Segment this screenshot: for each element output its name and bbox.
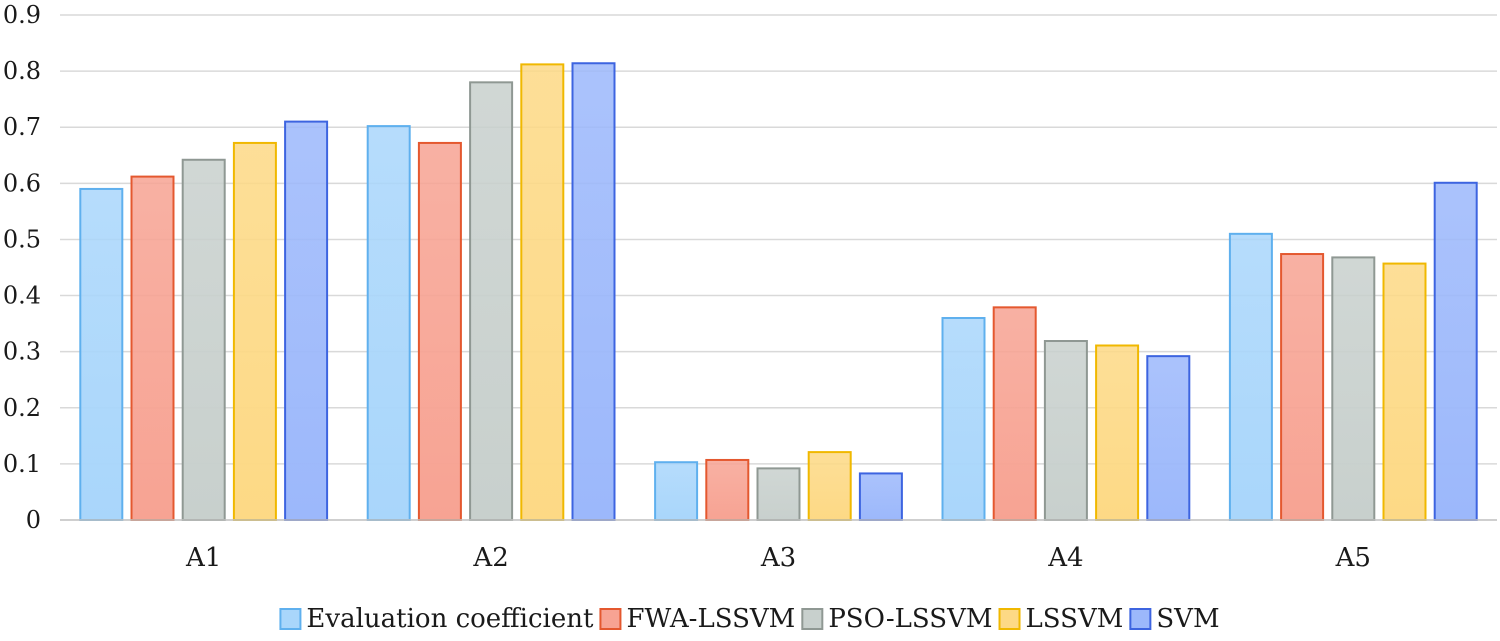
x-category-label: A4: [1047, 543, 1083, 573]
x-category-label: A5: [1335, 543, 1371, 573]
legend: Evaluation coefficient FWA-LSSVM PSO-LSSVM…: [279, 604, 1220, 634]
bar-a5-series-4: [1382, 262, 1427, 521]
legend-swatch: [279, 608, 302, 630]
y-tick-label: 0.3: [3, 338, 41, 366]
bar-a2-series-3: [469, 81, 514, 521]
y-tick-label: 0.8: [3, 57, 41, 85]
y-tick-label: 0.5: [3, 225, 41, 253]
bar-a5-series-1: [1228, 232, 1273, 521]
x-category-label: A1: [185, 543, 221, 573]
x-category-label: A3: [760, 543, 796, 573]
bar-a3-series-4: [807, 451, 852, 522]
bar-a1-series-4: [232, 141, 277, 522]
bar-a4-series-5: [1146, 355, 1191, 521]
y-tick-label: 0.6: [3, 169, 41, 197]
y-tick-label: 0.4: [3, 282, 41, 310]
bar-a2-series-4: [520, 63, 565, 521]
x-axis-category-labels: A1 A2 A3 A4 A5: [185, 543, 1371, 573]
y-axis-tick-labels: 0 0.1 0.2 0.3 0.4 0.5 0.6 0.7 0.8 0.9: [3, 1, 41, 534]
bar-a3-series-2: [705, 458, 750, 522]
legend-label: FWA-LSSVM: [626, 604, 795, 634]
bar-a5-series-5: [1433, 181, 1478, 521]
legend-label: LSSVM: [1026, 604, 1124, 634]
bar-a1-series-3: [181, 158, 226, 521]
y-tick-label: 0: [26, 506, 41, 534]
legend-label: PSO-LSSVM: [828, 604, 992, 634]
bar-a2-series-2: [417, 141, 462, 522]
bar-a5-series-3: [1331, 256, 1376, 521]
bar-a3-series-5: [858, 472, 903, 521]
bar-a4-series-2: [992, 306, 1037, 522]
bar-a4-series-3: [1043, 340, 1088, 521]
legend-swatch: [1129, 608, 1152, 630]
x-category-label: A2: [472, 543, 508, 573]
bar-a1-series-5: [284, 120, 329, 521]
y-tick-label: 0.1: [3, 450, 41, 478]
bar-a4-series-1: [941, 317, 986, 521]
bar-a2-series-5: [571, 62, 616, 521]
bar-a4-series-4: [1095, 344, 1140, 521]
y-tick-label: 0.9: [3, 1, 41, 29]
bar-a3-series-1: [654, 461, 699, 522]
legend-label: SVM: [1156, 604, 1219, 634]
bar-a1-series-1: [79, 187, 124, 521]
bar-a1-series-2: [130, 175, 175, 521]
y-tick-label: 0.7: [3, 113, 41, 141]
bar-a5-series-2: [1280, 253, 1325, 522]
bar-a3-series-3: [756, 467, 801, 521]
legend-swatch: [998, 608, 1021, 630]
bar-a2-series-1: [366, 125, 411, 521]
y-tick-label: 0.2: [3, 394, 41, 422]
legend-label: Evaluation coefficient: [306, 604, 594, 634]
bars: [79, 62, 1478, 522]
legend-swatch: [599, 608, 622, 630]
legend-swatch: [801, 608, 824, 630]
